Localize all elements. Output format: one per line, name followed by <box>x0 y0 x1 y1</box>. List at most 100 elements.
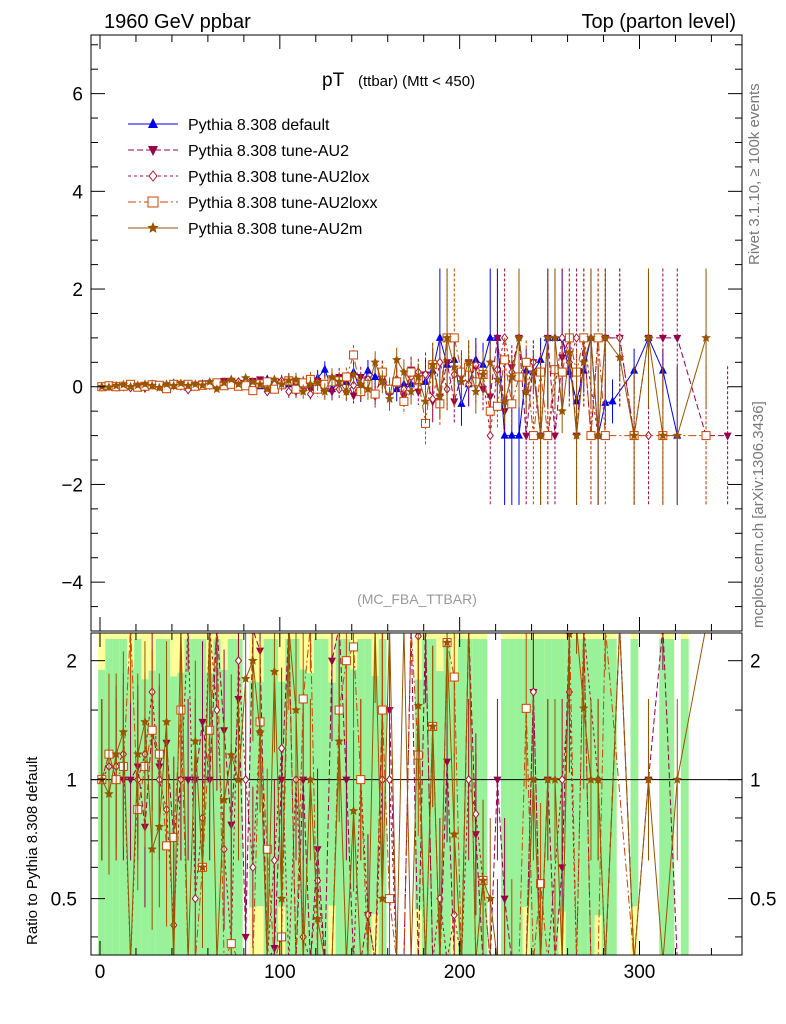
ratio-band-green <box>457 639 466 955</box>
data-point <box>701 431 711 441</box>
ratio-axis-title: Ratio to Pythia 8.308 default <box>24 756 41 945</box>
data-point <box>507 430 516 439</box>
ratio-point <box>242 774 250 785</box>
data-point <box>190 379 201 389</box>
ratio-point <box>342 776 351 785</box>
legend: Pythia 8.308 default Pythia 8.308 tune-AU… <box>128 117 377 238</box>
ratio-band-green <box>680 639 689 955</box>
ratio-point <box>465 774 473 785</box>
data-point <box>615 352 625 362</box>
ratio-point <box>147 844 157 854</box>
ratio-point <box>348 805 359 815</box>
ratio-point <box>543 774 553 784</box>
data-point <box>600 332 611 342</box>
data-point <box>521 386 531 396</box>
ratio-point <box>147 725 157 735</box>
data-point <box>521 357 531 367</box>
data-point <box>118 379 129 389</box>
ratio-point <box>234 655 243 666</box>
ratio-line-au2lox <box>101 633 635 955</box>
ratio-line-au2loxx <box>101 633 635 955</box>
ratio-band-green <box>572 639 581 955</box>
main-y-tick-label: 2 <box>72 280 83 301</box>
ratio-point <box>500 895 509 904</box>
data-point <box>593 333 603 343</box>
ratio-band-green <box>321 639 329 955</box>
ratio-point <box>413 700 424 710</box>
data-point <box>406 386 416 396</box>
data-point <box>248 376 258 386</box>
data-point <box>644 430 653 441</box>
data-point <box>472 359 480 370</box>
data-point <box>558 333 566 343</box>
data-point <box>456 376 467 386</box>
ratio-y-tick-label-left: 2 <box>66 652 77 673</box>
data-point <box>471 386 481 396</box>
ratio-point <box>443 758 452 767</box>
data-point <box>349 350 359 360</box>
data-point <box>486 430 494 441</box>
ratio-point <box>161 716 172 726</box>
ratio-point <box>672 774 682 784</box>
data-point <box>204 376 215 386</box>
data-point <box>169 380 179 390</box>
ratio-point <box>485 893 495 903</box>
ratio-band-green <box>536 639 545 955</box>
ratio-point <box>226 939 236 949</box>
ratio-point <box>385 774 394 785</box>
data-point <box>543 431 553 441</box>
data-point <box>564 347 575 357</box>
data-point <box>579 357 589 367</box>
data-point <box>154 382 165 392</box>
ratio-series-au2m <box>97 633 706 955</box>
data-point <box>536 354 545 363</box>
ratio-point <box>118 727 129 736</box>
legend-label-au2lox: Pythia 8.308 tune-AU2lox <box>188 169 369 186</box>
data-point <box>643 332 654 342</box>
data-point <box>140 379 150 389</box>
data-point <box>356 379 366 389</box>
ratio-point <box>305 774 316 784</box>
data-point <box>557 367 567 377</box>
ratio-point <box>291 705 301 715</box>
ratio-band-green <box>328 682 337 906</box>
data-point <box>500 355 510 365</box>
data-point <box>219 377 229 387</box>
ratio-point <box>341 656 351 666</box>
ratio-point <box>240 673 251 683</box>
ratio-point <box>255 727 265 736</box>
data-point <box>420 396 431 406</box>
data-point <box>571 430 582 440</box>
data-point <box>212 384 222 394</box>
ratio-plot-data <box>91 633 742 955</box>
data-point <box>133 380 143 390</box>
ratio-axis-ticks: 0.5 0.5 1 1 2 2 0 100 200 300 <box>51 633 776 983</box>
data-point <box>522 432 531 441</box>
ratio-panel: 0.5 0.5 1 1 2 2 0 100 200 300 Ratio to Pythia 8.3… <box>24 632 776 983</box>
ratio-y-tick-label-right: 1 <box>750 771 761 792</box>
ratio-point <box>197 862 208 872</box>
data-point <box>557 406 567 416</box>
ratio-plot-frame <box>90 632 743 956</box>
x-tick-label: 300 <box>624 962 656 983</box>
data-point <box>111 380 121 390</box>
ratio-line-au2m <box>101 633 706 955</box>
series-au2m <box>97 268 711 505</box>
data-point <box>493 334 502 343</box>
ratio-point <box>449 672 459 682</box>
ratio-y-tick-label-left: 0.5 <box>51 890 77 911</box>
data-point <box>399 396 409 406</box>
data-point <box>427 359 438 369</box>
data-point <box>197 380 208 390</box>
data-point <box>255 379 265 389</box>
ratio-point <box>427 721 438 731</box>
ratio-band-green <box>659 639 668 955</box>
data-point <box>507 372 517 381</box>
ratio-band-green <box>580 639 588 955</box>
data-point <box>492 374 503 384</box>
data-point <box>334 376 344 386</box>
data-point <box>306 389 315 399</box>
data-point <box>586 332 596 342</box>
data-point <box>485 357 495 367</box>
